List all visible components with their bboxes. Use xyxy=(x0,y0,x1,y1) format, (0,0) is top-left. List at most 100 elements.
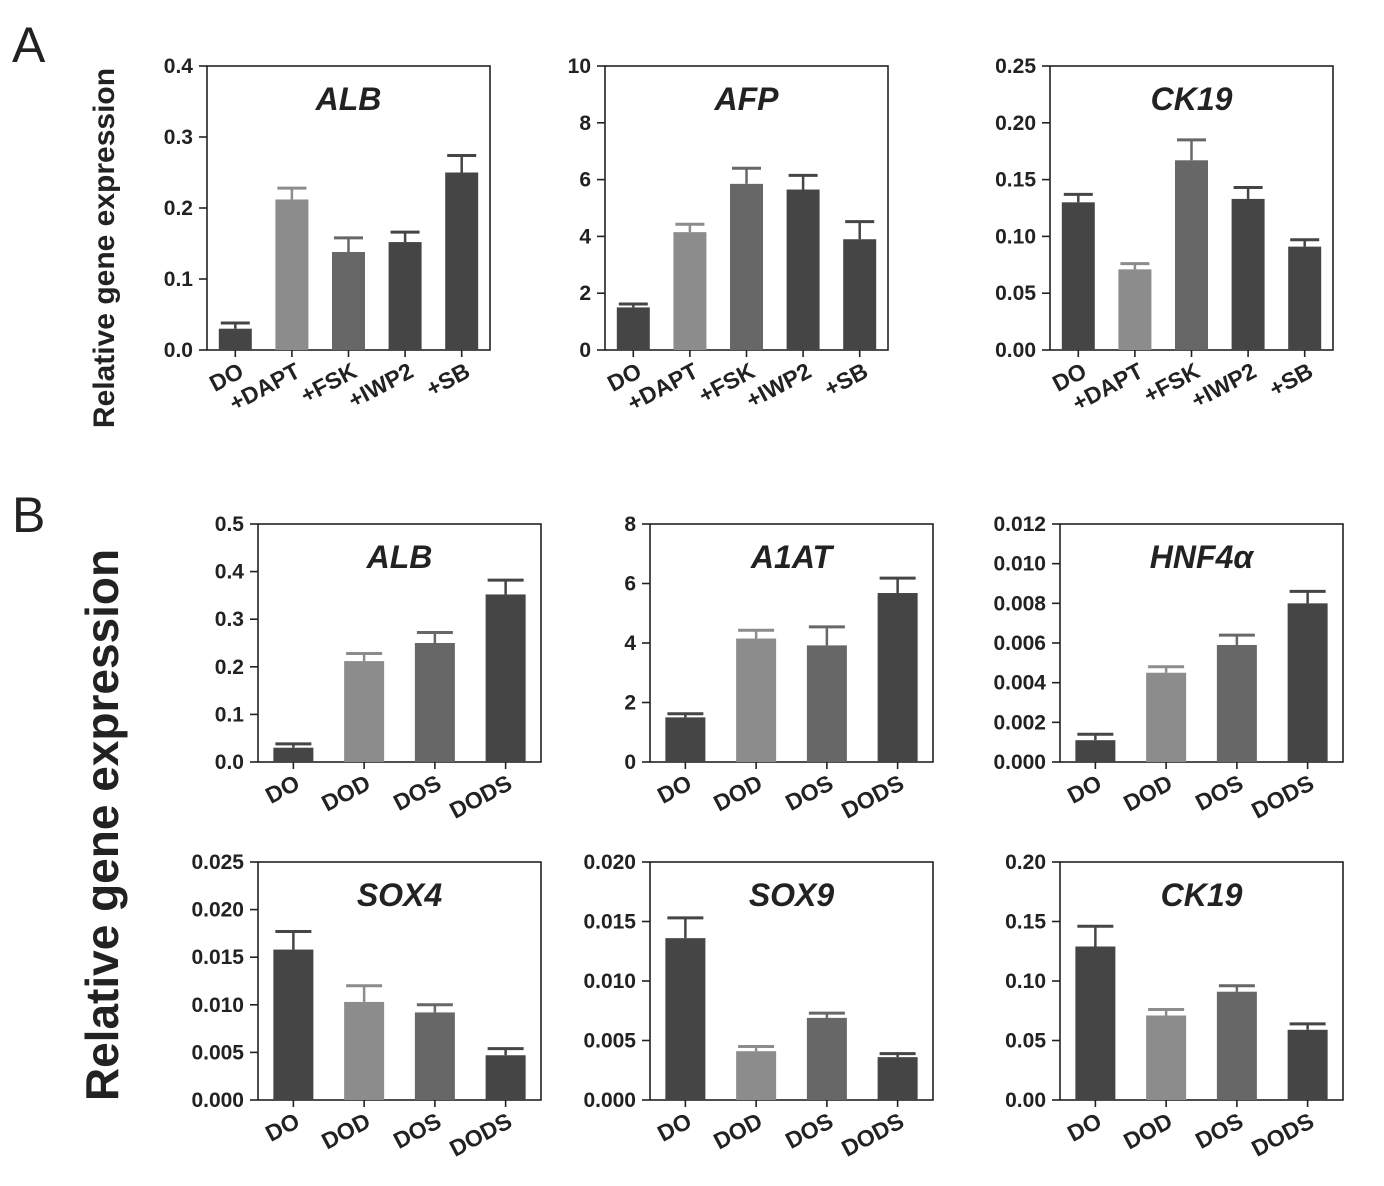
category-label: DO xyxy=(1063,769,1106,808)
y-tick-label: 0 xyxy=(624,751,636,774)
y-tick-label: 8 xyxy=(579,112,591,135)
y-tick-label: 4 xyxy=(624,632,636,655)
category-label: +IWP2 xyxy=(1187,357,1261,413)
bar xyxy=(273,950,313,1100)
bar xyxy=(1175,160,1208,350)
bar xyxy=(275,199,308,350)
panel-label-a: A xyxy=(12,17,46,73)
bar xyxy=(665,717,705,762)
y-tick-label: 0.002 xyxy=(993,711,1046,734)
chart-b3: 0.0000.0020.0040.0060.0080.0100.012HNF4α… xyxy=(993,513,1343,824)
y-tick-label: 0.4 xyxy=(164,55,194,78)
category-label: DOS xyxy=(781,1107,837,1153)
category-label: DOS xyxy=(389,1107,445,1153)
y-tick-label: 0.00 xyxy=(1005,1089,1046,1112)
category-label: DO xyxy=(261,769,304,808)
bar xyxy=(1118,269,1151,350)
bar xyxy=(1288,1030,1328,1100)
bar xyxy=(665,938,705,1100)
y-tick-label: 0.20 xyxy=(995,112,1036,135)
chart-title: ALB xyxy=(315,81,382,117)
chart-b4: 0.0000.0050.0100.0150.0200.025SOX4DODODD… xyxy=(191,851,541,1162)
y-tick-label: 0.0 xyxy=(164,339,193,362)
chart-title: ALB xyxy=(366,539,433,575)
category-label: DOD xyxy=(1119,769,1176,816)
bar xyxy=(1075,740,1115,762)
chart-title: SOX9 xyxy=(749,877,835,913)
y-tick-label: 2 xyxy=(624,692,636,715)
bar xyxy=(415,1012,455,1100)
y-tick-label: 0.0 xyxy=(215,751,244,774)
y-tick-label: 0.10 xyxy=(995,225,1036,248)
bar xyxy=(1075,946,1115,1100)
category-label: DODS xyxy=(445,1107,516,1161)
y-tick-label: 0.05 xyxy=(995,282,1036,305)
y-tick-label: 0.25 xyxy=(995,55,1036,78)
chart-a1: 0.00.10.20.30.4ALBDO+DAPT+FSK+IWP2+SB xyxy=(164,55,490,416)
bar xyxy=(843,239,876,350)
category-label: DODS xyxy=(837,1107,908,1161)
y-tick-label: 0.2 xyxy=(215,656,244,679)
bar xyxy=(730,184,763,350)
bar xyxy=(736,1051,776,1100)
y-tick-label: 6 xyxy=(624,573,636,596)
bar xyxy=(1146,1016,1186,1100)
category-label: +SB xyxy=(1265,357,1317,401)
category-label: DOS xyxy=(781,769,837,815)
y-tick-label: 6 xyxy=(579,169,591,192)
category-label: +SB xyxy=(422,357,474,401)
y-tick-label: 0.015 xyxy=(583,911,636,934)
chart-title: AFP xyxy=(714,81,780,117)
bar xyxy=(344,1002,384,1100)
y-tick-label: 0.004 xyxy=(993,672,1046,695)
chart-a2: 0246810AFPDO+DAPT+FSK+IWP2+SB xyxy=(568,55,888,416)
chart-title: HNF4α xyxy=(1150,539,1255,575)
chart-a3: 0.000.050.100.150.200.25CK19DO+DAPT+FSK+… xyxy=(995,55,1333,416)
y-tick-label: 0.15 xyxy=(1005,911,1046,934)
bar xyxy=(807,645,847,762)
bar xyxy=(1146,673,1186,762)
category-label: +IWP2 xyxy=(344,357,418,413)
bar xyxy=(273,748,313,762)
y-axis-label-panel-a: Relative gene expression xyxy=(88,68,121,428)
category-label: DO xyxy=(261,1107,304,1146)
y-tick-label: 10 xyxy=(568,55,591,78)
y-tick-label: 0.2 xyxy=(164,197,193,220)
chart-title: SOX4 xyxy=(357,877,443,913)
category-label: DO xyxy=(1063,1107,1106,1146)
category-label: DOS xyxy=(389,769,445,815)
chart-title: CK19 xyxy=(1161,877,1243,913)
y-tick-label: 2 xyxy=(579,282,591,305)
bar xyxy=(332,252,365,350)
bar xyxy=(787,190,820,350)
y-tick-label: 0.006 xyxy=(993,632,1046,655)
y-tick-label: 0.015 xyxy=(191,946,244,969)
bar xyxy=(344,661,384,762)
y-tick-label: 8 xyxy=(624,513,636,536)
y-axis-label-panel-b: Relative gene expression xyxy=(76,549,128,1101)
y-tick-label: 0.3 xyxy=(215,608,244,631)
y-tick-label: 0.3 xyxy=(164,126,193,149)
bar xyxy=(486,1055,526,1100)
category-label: DOS xyxy=(1191,769,1247,815)
bar xyxy=(673,232,706,350)
category-label: DO xyxy=(653,769,696,808)
y-tick-label: 0 xyxy=(579,339,591,362)
y-tick-label: 0.10 xyxy=(1005,970,1046,993)
category-label: DOD xyxy=(1119,1107,1176,1154)
bar xyxy=(219,329,252,350)
bar xyxy=(807,1018,847,1100)
y-tick-label: 0.1 xyxy=(164,268,194,291)
category-label: DODS xyxy=(445,769,516,823)
category-label: DOD xyxy=(317,1107,374,1154)
bar xyxy=(486,594,526,762)
y-tick-label: 0.020 xyxy=(583,851,636,874)
chart-title: A1AT xyxy=(750,539,835,575)
y-tick-label: 0.020 xyxy=(191,899,244,922)
bar xyxy=(1217,645,1257,762)
y-tick-label: 0.000 xyxy=(583,1089,636,1112)
bar xyxy=(617,307,650,350)
panel-label-b: B xyxy=(12,487,45,543)
category-label: +SB xyxy=(820,357,872,401)
bar xyxy=(878,1057,918,1100)
